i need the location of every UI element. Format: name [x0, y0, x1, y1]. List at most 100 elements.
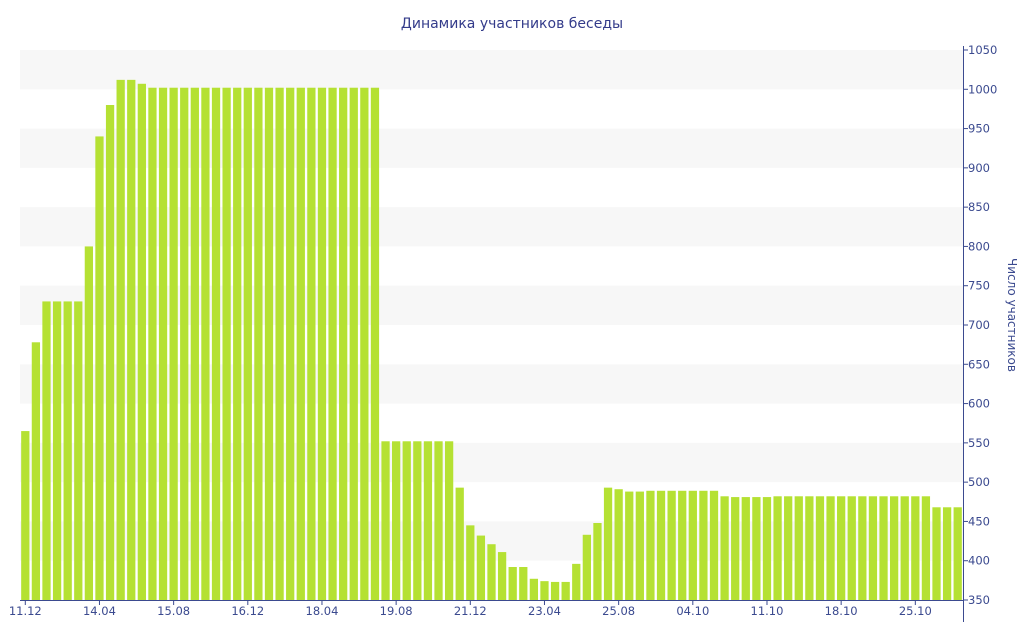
y-axis-ticks: 350 400 450 500 550 600 650 700 750 800 850 900 950 1…	[963, 43, 997, 607]
y-tick-label: 1000	[968, 82, 997, 96]
bar	[444, 441, 454, 600]
bar	[63, 301, 72, 600]
bar	[847, 496, 856, 600]
bar	[794, 496, 803, 600]
bar	[911, 496, 920, 600]
x-tick-label: 25.10	[899, 604, 932, 618]
bar	[31, 342, 41, 600]
bar	[21, 431, 30, 600]
bar	[731, 497, 740, 600]
bar	[74, 301, 83, 600]
x-tick-label: 14.04	[83, 604, 116, 618]
bar	[773, 496, 782, 600]
bar	[529, 578, 539, 600]
bar	[476, 535, 486, 600]
bar	[858, 496, 867, 600]
x-tick-label: 19.08	[380, 604, 413, 618]
bar	[286, 87, 295, 600]
bar	[402, 441, 411, 600]
bar	[423, 441, 433, 600]
y-tick-label: 900	[968, 161, 990, 175]
x-tick-label: 18.10	[825, 604, 858, 618]
y-tick-label: 800	[968, 239, 990, 253]
bar	[752, 497, 761, 600]
bar	[603, 487, 613, 600]
bar	[307, 87, 316, 600]
bar	[932, 507, 941, 600]
bar	[656, 490, 666, 600]
bar	[158, 87, 168, 600]
bar	[95, 136, 104, 600]
bar	[360, 87, 369, 600]
bar	[868, 496, 878, 600]
bar	[254, 87, 263, 600]
bar	[339, 87, 348, 600]
chart-title: Динамика участников беседы	[401, 16, 623, 32]
y-tick-label: 750	[968, 279, 990, 293]
bar	[455, 487, 464, 600]
bar	[434, 441, 443, 600]
bar	[222, 87, 231, 600]
bar	[381, 441, 390, 600]
x-tick-label: 23.04	[528, 604, 561, 618]
bar	[678, 490, 687, 600]
bar	[264, 87, 274, 600]
x-tick-label: 11.10	[751, 604, 784, 618]
bar	[540, 581, 549, 600]
bar	[487, 544, 496, 600]
x-tick-label: 04.10	[676, 604, 709, 618]
y-tick-label: 700	[968, 318, 990, 332]
bar	[169, 87, 178, 600]
bar	[805, 496, 814, 600]
x-axis-ticks: 11.12 14.04 15.08 16.12 18.04 19.08 21.12 23.04…	[9, 600, 932, 618]
bar	[84, 246, 94, 600]
bar	[921, 496, 931, 600]
bar	[233, 87, 242, 600]
grid-band	[20, 50, 963, 90]
y-axis-title: Число участников	[1005, 258, 1019, 372]
bar	[392, 441, 401, 600]
x-tick-label: 11.12	[9, 604, 42, 618]
bar	[148, 87, 157, 600]
bar	[784, 496, 793, 600]
y-tick-label: 950	[968, 122, 990, 136]
bar	[826, 496, 835, 600]
bar	[508, 567, 517, 600]
bar	[593, 523, 602, 600]
bar	[328, 87, 337, 600]
bar	[413, 441, 422, 600]
bar	[646, 490, 655, 600]
bar	[900, 496, 909, 600]
bar	[296, 87, 305, 600]
bar	[815, 496, 825, 600]
bar	[105, 105, 115, 600]
y-tick-label: 350	[968, 593, 990, 607]
y-tick-label: 1050	[968, 43, 997, 57]
bar	[466, 525, 475, 600]
bar	[635, 491, 644, 600]
bar	[572, 563, 581, 600]
x-tick-label: 18.04	[306, 604, 339, 618]
bar	[349, 87, 358, 600]
x-tick-label: 15.08	[157, 604, 190, 618]
bar	[561, 581, 570, 600]
bar	[667, 490, 676, 600]
bar	[127, 79, 136, 601]
y-tick-label: 600	[968, 397, 990, 411]
bar	[709, 490, 719, 600]
y-tick-label: 550	[968, 436, 990, 450]
bar	[720, 496, 729, 600]
bar	[275, 87, 284, 600]
bar	[625, 491, 634, 600]
bar	[762, 497, 772, 600]
bar	[211, 87, 221, 600]
x-tick-label: 21.12	[454, 604, 487, 618]
bar	[688, 490, 697, 600]
bar	[837, 496, 846, 600]
bar	[614, 489, 623, 600]
bar	[52, 301, 62, 600]
y-tick-label: 450	[968, 514, 990, 528]
y-tick-label: 400	[968, 554, 990, 568]
bar	[953, 507, 962, 600]
bar	[201, 87, 210, 600]
